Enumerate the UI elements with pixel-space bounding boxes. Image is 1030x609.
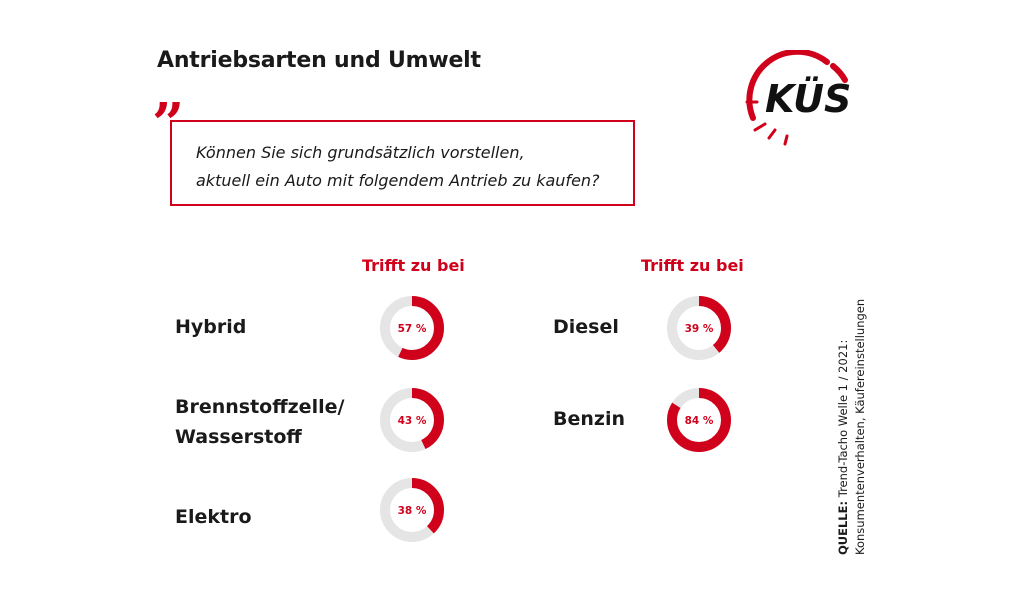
donut-value-arc <box>380 478 444 542</box>
donut-value-label: 84 % <box>685 415 714 427</box>
label-elektro: Elektro <box>175 506 252 528</box>
label-diesel: Diesel <box>553 316 619 338</box>
donut-value-arc <box>380 296 444 360</box>
donut-value-label: 57 % <box>398 323 427 335</box>
column-header-right: Trifft zu bei <box>641 256 744 275</box>
donut-value-label: 43 % <box>398 415 427 427</box>
donut-value-label: 38 % <box>398 505 427 517</box>
donut-value-label: 39 % <box>685 323 714 335</box>
question-box: Können Sie sich grundsätzlich vorstellen… <box>170 120 635 206</box>
donut-value-arc <box>667 388 731 452</box>
label-brennstoffzelle: Brennstoffzelle/ Wasserstoff <box>175 392 344 452</box>
source-line-2: Konsumentenverhalten, Käufereinstellunge… <box>853 298 867 555</box>
donut-diesel: 39 % <box>667 296 731 360</box>
column-header-left: Trifft zu bei <box>362 256 465 275</box>
question-line-1: Können Sie sich grundsätzlich vorstellen… <box>196 143 525 162</box>
label-hybrid: Hybrid <box>175 316 247 338</box>
logo-text: KÜS <box>765 77 851 121</box>
source-note: QUELLE: Trend-Tacho Welle 1 / 2021: Kons… <box>835 295 869 555</box>
label-brennstoffzelle-line-2: Wasserstoff <box>175 426 302 448</box>
donut-value-arc <box>667 296 731 360</box>
donut-hybrid: 57 % <box>380 296 444 360</box>
quote-icon: ” <box>152 91 185 157</box>
donut-elektro: 38 % <box>380 478 444 542</box>
label-brennstoffzelle-line-1: Brennstoffzelle/ <box>175 396 345 418</box>
speedometer-icon <box>745 50 848 146</box>
kues-logo: KÜS <box>745 50 851 146</box>
donut-value-arc <box>380 388 444 452</box>
label-benzin: Benzin <box>553 408 625 430</box>
page-title: Antriebsarten und Umwelt <box>157 48 481 73</box>
source-label: QUELLE: <box>836 500 850 555</box>
question-line-2: aktuell ein Auto mit folgendem Antrieb z… <box>196 171 600 190</box>
source-line-1: Trend-Tacho Welle 1 / 2021: <box>836 339 850 498</box>
donut-brennstoffzelle: 43 % <box>380 388 444 452</box>
donut-benzin: 84 % <box>667 388 731 452</box>
